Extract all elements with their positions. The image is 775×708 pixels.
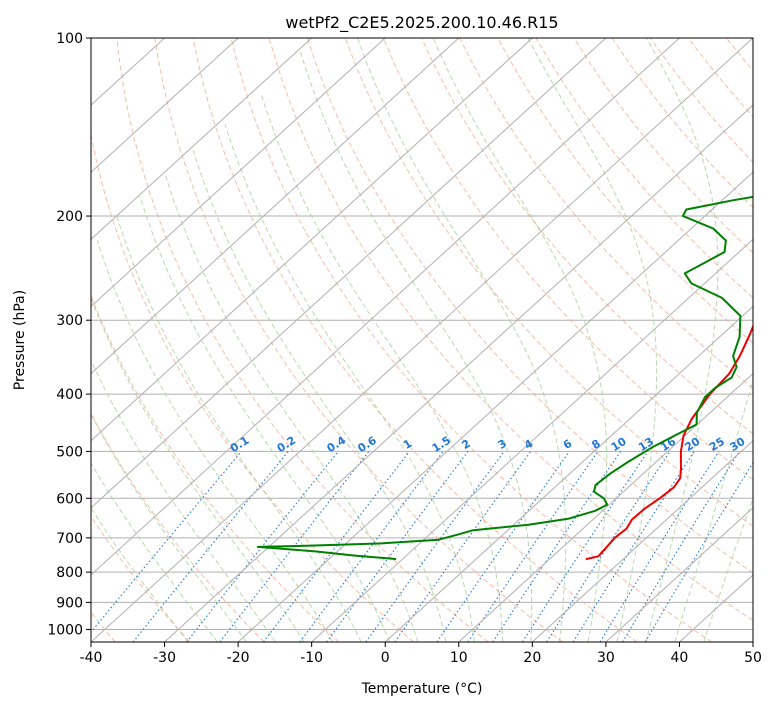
moist-adiabat-18 [299,50,533,642]
isotherm-m50 [91,38,680,576]
x-tick-label-40: 40 [671,650,689,666]
moist-adiabat-6 [192,150,447,642]
mixing-ratio-line-3 [365,451,505,642]
isotherm-m80 [91,38,460,375]
mixing-ratio-line-0-4 [186,451,339,642]
moist-adiabat-22 [357,38,567,642]
y-tick-label-100: 100 [56,31,83,47]
moist-adiabat-42 [703,496,753,642]
mixing-ratio-lines [91,451,753,642]
x-tick-label-m20: -20 [227,650,250,666]
dry-adiabat-30 [192,38,638,642]
y-tick-label-400: 400 [56,387,83,403]
moist-adiabat-m30 [91,507,189,642]
isotherm-20 [531,439,753,642]
moist-adiabat-m22 [91,413,247,642]
moist-adiabat-26 [432,38,608,642]
mixing-ratio-line-30 [622,451,740,642]
isotherm-m60 [91,38,607,509]
mixing-ratio-line-0-1 [91,451,242,633]
moist-adiabat-m6 [116,215,362,642]
isotherm-30 [605,507,753,642]
moist-adiabat-38 [674,378,753,642]
plot-frame [90,37,754,643]
isotherm-m20 [237,171,753,642]
mixing-ratio-line-0-2 [132,451,289,642]
moist-adiabat-m10 [96,240,334,642]
axes: -40 -30 -20 -10 0 10 20 30 40 50 100 200 300 400 500 60… [47,31,762,666]
isotherm-m110 [91,38,239,173]
y-tick-label-200: 200 [56,209,83,225]
x-axis-label: Temperature (°C) [361,681,483,697]
mixing-ratio-line-1 [263,451,410,642]
mixing-ratio-line-16 [546,451,671,642]
x-tick-label-m40: -40 [80,650,103,666]
mixing-ratio-line-2 [326,451,469,642]
x-tick-label-0: 0 [381,650,390,666]
chart-title: wetPf2_C2E5.2025.200.10.46.R15 [285,13,558,33]
y-tick-label-300: 300 [56,313,83,329]
dry-adiabat-90 [421,38,753,435]
isotherm-m100 [91,38,313,241]
mixing-ratio-line-10 [492,451,622,642]
isotherm-m90 [91,38,386,308]
isotherm-m70 [91,38,533,442]
dry-adiabat-m20 [91,412,265,642]
moist-adiabat-m2 [139,195,390,642]
dewpoint-profile-line [256,195,753,560]
y-tick-label-500: 500 [56,444,83,460]
mixing-ratio-line-8 [467,451,599,642]
moist-adiabat-m26 [91,462,218,642]
y-tick-label-800: 800 [56,565,83,581]
x-tick-label-10: 10 [450,650,468,666]
x-tick-label-m10: -10 [300,650,323,666]
isotherm-m40 [91,38,753,642]
x-tick-label-m30: -30 [153,650,176,666]
x-tick-label-30: 30 [597,650,615,666]
isotherm-m30 [164,104,753,642]
y-tick-label-1000: 1000 [47,622,83,638]
dry-adiabat-60 [306,38,753,574]
moist-adiabat-34 [645,38,719,642]
isotherms [91,38,753,642]
isotherm-0 [384,305,753,642]
dry-adiabat-10 [116,38,489,642]
moist-adiabat-m14 [91,296,305,642]
mixing-ratio-line-13 [522,451,649,642]
y-axis-label: Pressure (hPa) [12,290,28,390]
mixing-ratio-line-1-5 [299,451,444,642]
isotherm-10 [458,372,753,642]
y-tick-label-600: 600 [56,491,83,507]
y-tick-label-700: 700 [56,531,83,547]
x-tick-label-50: 50 [744,650,762,666]
dry-adiabat-110 [497,38,753,344]
dry-adiabat-50 [268,38,753,622]
x-tick-label-20: 20 [523,650,541,666]
mixing-ratio-line-25 [599,451,720,642]
y-tick-label-900: 900 [56,595,83,611]
moist-adiabat-2 [164,174,419,642]
dry-adiabat-20 [154,38,563,642]
moist-adiabat-10 [224,124,475,642]
mixing-ratio-line-6 [436,451,570,642]
